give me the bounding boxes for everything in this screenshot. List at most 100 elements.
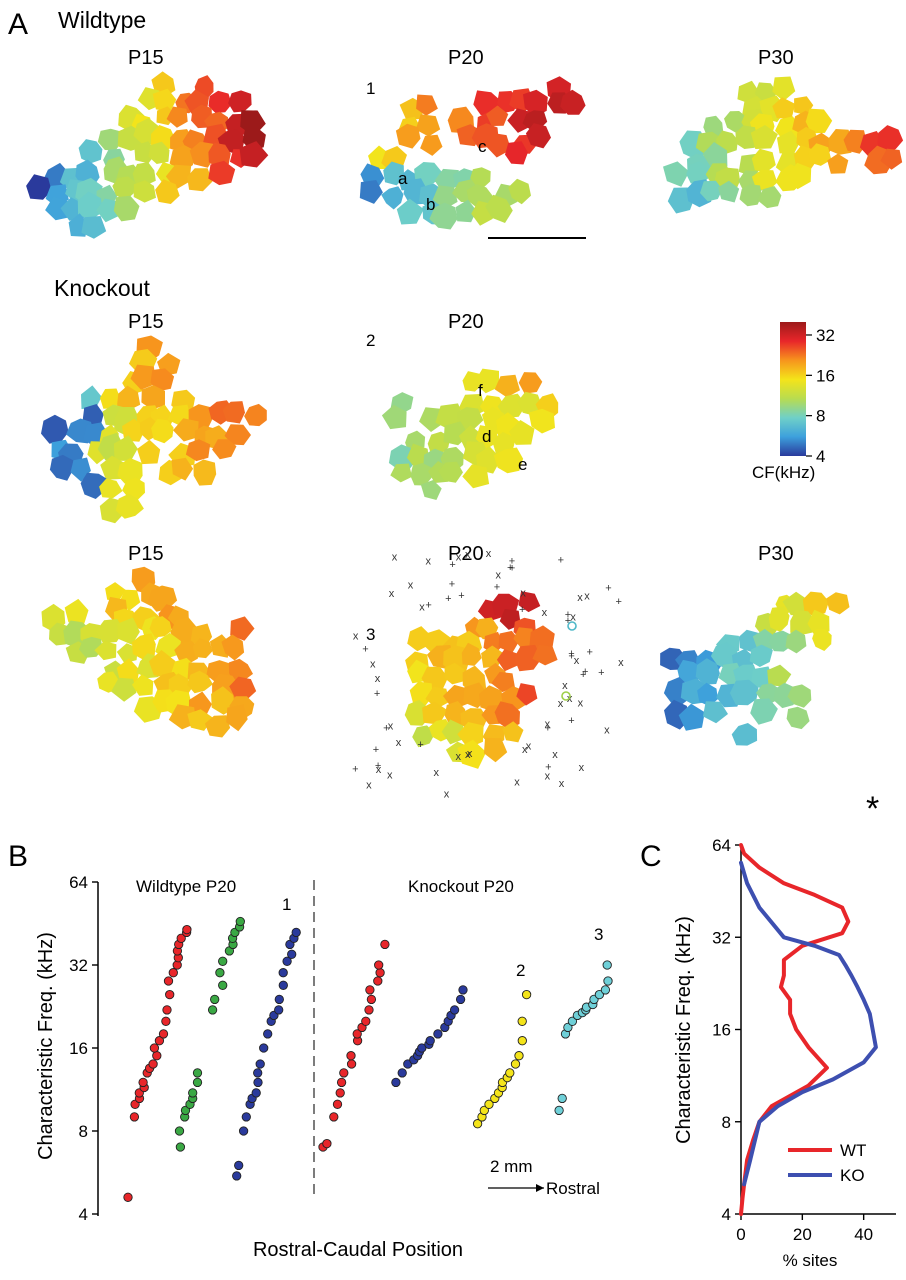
panel-b-tick-label: 32 — [69, 956, 88, 975]
cf-site-cell — [422, 701, 448, 725]
panel-b-xlabel: Rostral-Caudal Position — [253, 1239, 463, 1261]
cf-site-cell — [735, 125, 758, 149]
cf-site-cell — [470, 167, 491, 188]
cf-site-cell — [168, 673, 193, 696]
cf-site-cell — [474, 368, 499, 394]
cf-site-cell — [751, 148, 776, 173]
cf-site-cell — [663, 161, 690, 187]
cf-site-cell — [96, 198, 119, 223]
cf-site-cell — [166, 106, 188, 128]
unresponsive-site-marker: + — [598, 667, 604, 679]
unresponsive-site-marker: + — [373, 744, 379, 756]
cf-site-cell — [239, 141, 269, 168]
scatter-point — [361, 1016, 371, 1026]
cf-site-cell — [155, 179, 180, 204]
site-letter-a: a — [398, 169, 408, 188]
cf-site-cell — [113, 195, 140, 222]
site-letter-c: c — [478, 137, 487, 156]
scatter-point — [366, 994, 377, 1005]
scatter-point — [188, 1088, 198, 1098]
cf-site-cell — [81, 216, 107, 239]
cf-site-cell — [99, 478, 123, 499]
unresponsive-site-marker: x — [408, 580, 414, 592]
cf-site-cell — [731, 723, 758, 746]
cf-site-cell — [416, 94, 438, 116]
site-ring — [567, 621, 577, 631]
cf-site-cell — [782, 591, 809, 616]
cf-site-cell — [787, 684, 812, 708]
cf-site-cell — [812, 629, 832, 651]
cf-site-cell — [132, 162, 156, 186]
cf-site-cell — [45, 196, 71, 221]
cf-site-cell — [877, 125, 904, 154]
cf-site-cell — [111, 677, 137, 702]
cf-map-knockout-p15-bottom — [41, 566, 257, 738]
scatter-point — [210, 994, 220, 1005]
cf-site-cell — [444, 662, 465, 685]
cf-site-cell — [112, 176, 137, 201]
scatter-point — [594, 989, 605, 1000]
cf-site-cell — [228, 90, 252, 113]
site-letter-b: b — [426, 195, 435, 214]
scatter-point — [484, 1099, 494, 1109]
cf-site-cell — [787, 162, 812, 190]
scatter-point — [282, 956, 292, 966]
scatter-point — [218, 956, 228, 966]
cf-site-cell — [496, 649, 518, 672]
scatter-point — [602, 960, 612, 970]
site-letter-e: e — [518, 455, 527, 474]
scatter-point — [274, 1005, 284, 1015]
cf-site-cell — [133, 180, 156, 203]
cf-site-cell — [187, 670, 213, 694]
panel-c-xtick-label: 20 — [793, 1225, 812, 1244]
cf-site-cell — [100, 388, 121, 409]
cf-site-cell — [77, 191, 103, 220]
scatter-point — [255, 1059, 265, 1069]
scatter-point — [161, 1016, 171, 1026]
unresponsive-site-marker: + — [352, 763, 358, 775]
cf-site-cell — [141, 385, 165, 410]
cf-site-cell — [478, 685, 503, 712]
unresponsive-site-marker: x — [376, 764, 382, 776]
cf-site-cell — [516, 683, 538, 706]
unresponsive-site-marker: x — [419, 602, 425, 614]
cf-site-cell — [26, 174, 52, 200]
cf-map-wildtype-p15 — [26, 71, 269, 239]
cf-site-cell — [97, 128, 122, 151]
cf-site-cell — [802, 591, 829, 617]
cf-site-cell — [509, 420, 535, 445]
scatter-point — [148, 1059, 158, 1069]
significance-asterisk: * — [866, 790, 879, 828]
unresponsive-site-marker: x — [562, 680, 568, 692]
unresponsive-site-marker: x — [526, 741, 532, 753]
unresponsive-site-marker: x — [389, 588, 395, 600]
panel-c-ytick-label: 64 — [712, 836, 731, 855]
scatter-point — [253, 1068, 263, 1078]
unresponsive-site-marker: + — [568, 648, 574, 660]
cf-site-cell — [41, 414, 69, 444]
scatter-point — [138, 1077, 148, 1088]
scatter-point — [251, 1088, 261, 1098]
cf-site-cell — [171, 457, 194, 481]
scatter-point — [291, 927, 301, 938]
cf-site-cell — [443, 684, 469, 710]
unresponsive-site-marker: x — [604, 724, 610, 736]
group-label-knockout: Knockout P20 — [408, 877, 514, 896]
cf-site-cell — [700, 180, 723, 202]
cf-site-cell — [224, 424, 251, 446]
cf-site-cell — [461, 642, 482, 666]
cf-site-cell — [560, 89, 586, 115]
cf-site-cell — [432, 185, 458, 210]
scatter-point — [449, 1005, 460, 1015]
cf-site-cell — [750, 125, 778, 149]
series-label: 1 — [282, 895, 291, 914]
cf-site-cell — [96, 618, 124, 644]
cf-site-cell — [505, 141, 528, 165]
cf-site-cell — [420, 134, 443, 156]
unresponsive-site-marker: x — [570, 612, 576, 624]
scatter-point — [274, 994, 284, 1005]
colorbar-tick-label: 8 — [816, 407, 825, 426]
map-title: P30 — [758, 47, 794, 69]
scatter-point — [162, 1005, 172, 1015]
cf-site-cell — [498, 630, 520, 653]
